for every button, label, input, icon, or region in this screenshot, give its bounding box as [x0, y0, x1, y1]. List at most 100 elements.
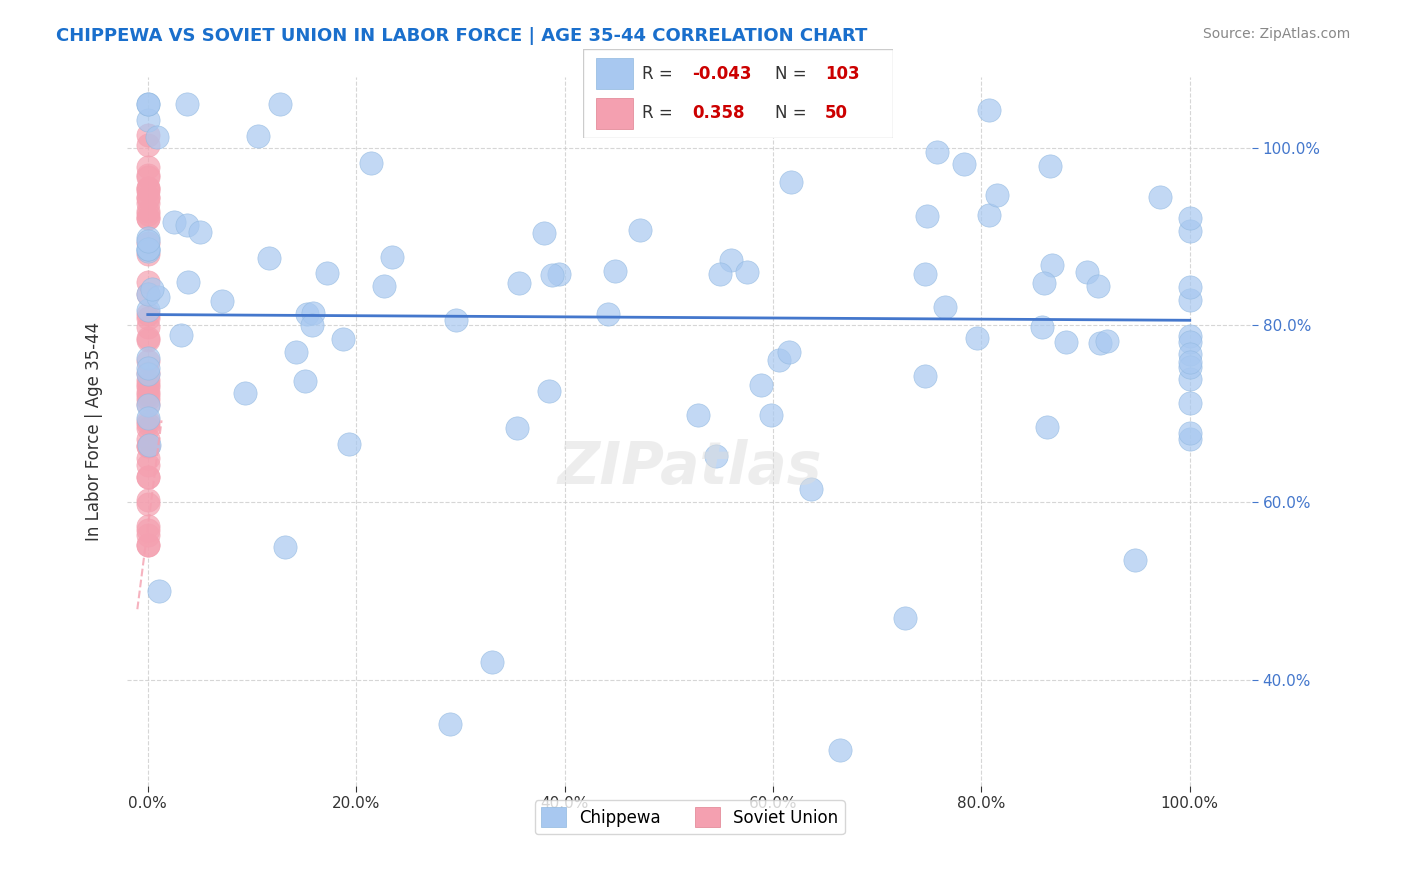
Point: [1178, 211, 1201, 226]
Point: [257, 251, 280, 265]
Point: [136, 385, 159, 400]
Point: [541, 268, 564, 282]
Point: [780, 176, 803, 190]
Point: [301, 318, 323, 332]
Point: [1031, 320, 1053, 334]
Point: [136, 307, 159, 321]
Point: [1097, 334, 1119, 348]
Point: [136, 458, 159, 472]
Point: [136, 470, 159, 484]
Point: [381, 250, 404, 264]
Point: [136, 242, 159, 256]
Point: [136, 319, 159, 334]
Point: [170, 327, 193, 342]
Point: [136, 470, 159, 484]
Point: [273, 540, 295, 554]
Point: [136, 191, 159, 205]
Point: [269, 97, 291, 112]
Point: [235, 386, 257, 401]
Point: [177, 275, 200, 289]
Point: [1087, 279, 1109, 293]
Point: [136, 302, 159, 317]
Point: [1178, 280, 1201, 294]
Point: [979, 103, 1001, 117]
Point: [136, 247, 159, 261]
Text: CHIPPEWA VS SOVIET UNION IN LABOR FORCE | AGE 35-44 CORRELATION CHART: CHIPPEWA VS SOVIET UNION IN LABOR FORCE …: [56, 27, 868, 45]
Point: [800, 482, 823, 496]
Point: [778, 345, 800, 359]
Point: [136, 388, 159, 402]
Point: [136, 432, 159, 446]
Point: [439, 716, 461, 731]
Point: [136, 196, 159, 211]
Point: [893, 610, 915, 624]
Text: 50: 50: [825, 104, 848, 122]
Point: [136, 97, 159, 112]
Point: [136, 168, 159, 182]
Point: [1178, 433, 1201, 447]
Point: [1178, 347, 1201, 361]
Point: [605, 263, 627, 277]
Point: [136, 161, 159, 175]
Point: [136, 310, 159, 325]
Text: ZIPatlas: ZIPatlas: [557, 439, 823, 496]
Point: [146, 290, 169, 304]
Point: [136, 211, 159, 225]
FancyBboxPatch shape: [583, 49, 893, 138]
Point: [136, 373, 159, 387]
Point: [373, 279, 395, 293]
Text: N =: N =: [775, 104, 813, 122]
Point: [686, 409, 709, 423]
Point: [1149, 190, 1171, 204]
Point: [136, 527, 159, 541]
Point: [136, 169, 159, 184]
Point: [1076, 265, 1098, 279]
Point: [136, 138, 159, 153]
Text: -0.043: -0.043: [692, 65, 751, 83]
Point: [136, 410, 159, 425]
Point: [301, 306, 323, 320]
Point: [533, 226, 555, 240]
Point: [136, 417, 159, 431]
Point: [1054, 334, 1077, 349]
Point: [538, 384, 561, 399]
Point: [915, 209, 938, 223]
Point: [337, 437, 360, 451]
Text: R =: R =: [643, 104, 678, 122]
Point: [211, 293, 233, 308]
Point: [136, 287, 159, 301]
Point: [1178, 224, 1201, 238]
Point: [136, 439, 159, 453]
Point: [136, 538, 159, 552]
Point: [136, 180, 159, 194]
Point: [548, 267, 571, 281]
Point: [596, 307, 619, 321]
Point: [136, 538, 159, 552]
Point: [1039, 159, 1062, 173]
Point: [1178, 354, 1201, 368]
Point: [1178, 359, 1201, 374]
Point: [284, 344, 307, 359]
Point: [444, 313, 467, 327]
Point: [315, 267, 337, 281]
Point: [136, 519, 159, 533]
Point: [136, 398, 159, 412]
Point: [136, 112, 159, 127]
Bar: [596, 98, 633, 129]
Point: [136, 414, 159, 428]
Point: [332, 333, 354, 347]
Point: [979, 208, 1001, 222]
Text: 103: 103: [825, 65, 859, 83]
Point: [136, 496, 159, 510]
Point: [360, 156, 382, 170]
Point: [914, 267, 936, 281]
Point: [1178, 396, 1201, 410]
Text: R =: R =: [643, 65, 678, 83]
Point: [136, 493, 159, 508]
Point: [136, 235, 159, 250]
Point: [136, 367, 159, 381]
Point: [1178, 425, 1201, 440]
Point: [176, 218, 198, 232]
Point: [709, 268, 731, 282]
Point: [505, 421, 527, 435]
